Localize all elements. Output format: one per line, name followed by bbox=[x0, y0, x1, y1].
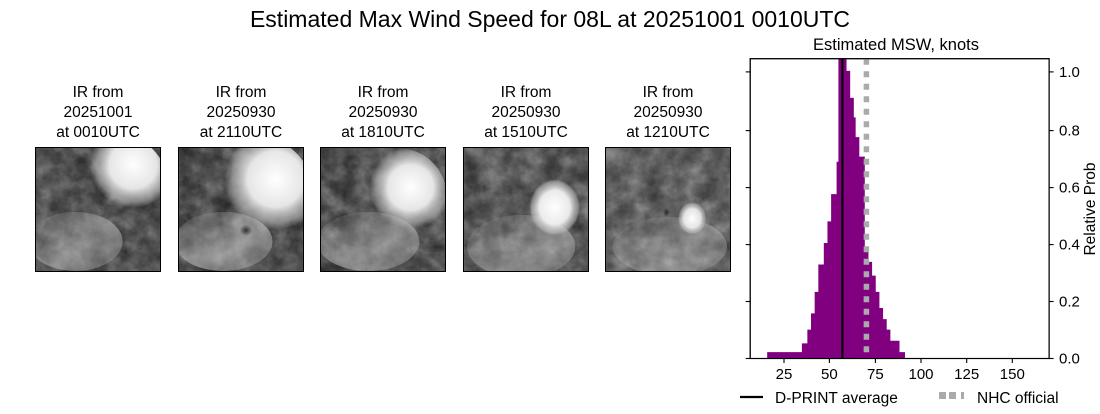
svg-text:Estimated MSW, knots: Estimated MSW, knots bbox=[813, 36, 979, 54]
svg-text:25: 25 bbox=[776, 366, 793, 383]
svg-text:75: 75 bbox=[867, 366, 884, 383]
svg-text:50: 50 bbox=[821, 366, 838, 383]
svg-text:1.0: 1.0 bbox=[1059, 64, 1080, 81]
svg-text:100: 100 bbox=[908, 366, 933, 383]
svg-text:0.4: 0.4 bbox=[1059, 237, 1080, 254]
svg-text:NHC official: NHC official bbox=[977, 390, 1059, 407]
svg-text:0.2: 0.2 bbox=[1059, 294, 1080, 311]
svg-text:125: 125 bbox=[954, 366, 979, 383]
svg-text:Relative Prob: Relative Prob bbox=[1082, 162, 1099, 255]
svg-text:150: 150 bbox=[1000, 366, 1025, 383]
svg-text:D-PRINT average: D-PRINT average bbox=[775, 390, 898, 407]
svg-text:0.8: 0.8 bbox=[1059, 123, 1080, 140]
svg-text:0.0: 0.0 bbox=[1059, 351, 1080, 368]
svg-text:0.6: 0.6 bbox=[1059, 180, 1080, 197]
